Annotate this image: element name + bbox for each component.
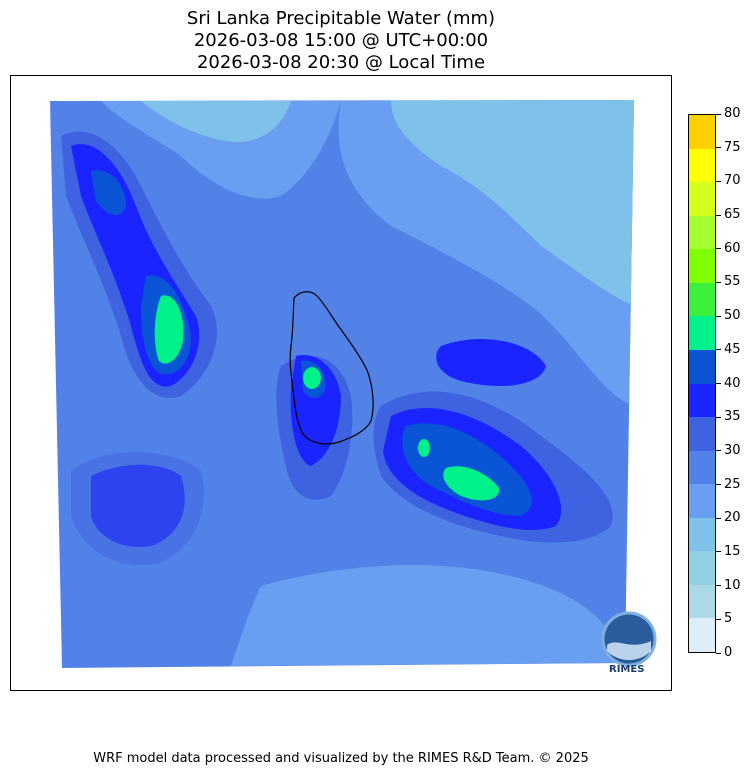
colorbar-segment [689,215,715,250]
contour-15-20-nw [141,101,291,142]
colorbar-tick [716,517,721,519]
colorbar-tick-label: 15 [724,543,741,559]
colorbar-tick [716,248,721,250]
colorbar-tick [716,652,721,654]
colorbar-tick [716,484,721,486]
colorbar-segment [689,249,715,283]
rimes-logo [601,611,657,667]
colorbar-segment [689,551,715,585]
colorbar-tick-label: 45 [724,341,741,357]
colorbar-tick-label: 50 [724,308,741,324]
colorbar-tick-label: 80 [724,106,741,121]
colorbar-tick [716,551,721,553]
colorbar-tick-label: 55 [724,274,741,290]
colorbar-segment [689,484,715,518]
contour-45-50-center [303,367,321,389]
colorbar-tick [716,113,721,115]
colorbar-tick [716,214,721,216]
colorbar-tick [716,416,721,418]
colorbar-tick-label: 10 [724,577,741,593]
colorbar-tick [716,383,721,384]
colorbar-tick [716,618,721,620]
colorbar-segment [689,349,715,384]
footer-credit: WRF model data processed and visualized … [93,751,589,766]
rimes-logo-text: RIMES [609,664,645,675]
contour-20-25-south [231,565,625,666]
contour-20-25-nw [101,101,341,199]
colorbar-tick-label: 20 [724,510,741,526]
utc-time: 2026-03-08 15:00 @ UTC+00:00 [193,30,489,51]
colorbar-tick-label: 30 [724,442,741,458]
colorbar-tick [716,281,721,283]
colorbar-segment [689,282,715,317]
colorbar-segment [689,618,715,652]
colorbar-tick [716,585,721,587]
colorbar-tick [716,147,721,149]
colorbar-tick-label: 0 [724,645,733,660]
colorbar-tick-label: 75 [724,139,741,155]
precipitable-water-map [50,100,634,668]
colorbar-tick-label: 40 [724,375,741,391]
colorbar-tick [716,450,721,452]
colorbar-segment [689,316,715,350]
contour-35-40-ne [436,338,546,386]
local-time: 2026-03-08 20:30 @ Local Time [196,52,486,73]
colorbar [688,114,716,653]
colorbar-tick-label: 35 [724,409,741,425]
map-frame: RIMES [10,75,672,691]
colorbar-tick-label: 65 [724,207,741,223]
colorbar-segment [689,383,715,418]
contour-45-50-east-small [418,439,430,457]
colorbar-tick [716,315,721,317]
contour-15-20-ne [391,100,634,306]
colorbar-segment [689,517,715,552]
colorbar-segment [689,584,715,619]
colorbar-segment [689,450,715,485]
contour-30-35-sw [71,452,204,566]
colorbar-tick-label: 5 [724,611,733,627]
colorbar-segment [689,417,715,451]
colorbar-tick [716,349,721,351]
colorbar-tick-label: 25 [724,476,741,492]
colorbar-tick-label: 70 [724,173,741,189]
sri-lanka-coastline [289,291,374,445]
colorbar-tick-label: 60 [724,240,741,256]
colorbar-tick [716,180,721,182]
colorbar-segment [689,182,715,216]
contour-45-50-west [154,295,184,364]
colorbar-segment [689,115,715,149]
contour-45-50-east [443,466,500,501]
contour-40-45-nw [91,170,126,216]
colorbar-segment [689,148,715,183]
chart-title: Sri Lanka Precipitable Water (mm) [186,8,496,29]
